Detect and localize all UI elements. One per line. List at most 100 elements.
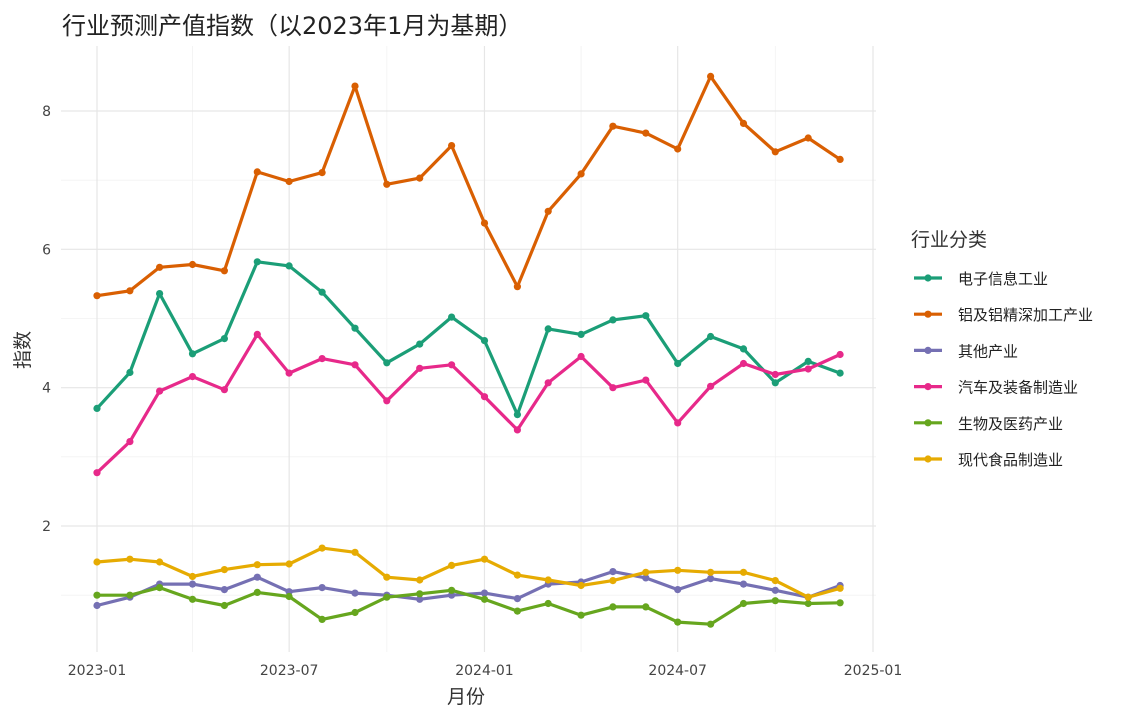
data-point: [156, 387, 164, 395]
y-tick-label: 8: [42, 104, 51, 120]
legend-label: 生物及医药产业: [958, 415, 1063, 433]
data-point: [609, 122, 617, 130]
data-point: [318, 584, 326, 592]
data-point: [188, 373, 197, 381]
data-point: [188, 572, 197, 581]
data-point: [804, 357, 812, 365]
legend-label: 现代食品制造业: [958, 451, 1063, 469]
data-point: [126, 555, 134, 563]
data-point: [707, 575, 715, 583]
legend-key-point: [924, 310, 932, 318]
data-point: [156, 263, 164, 271]
data-point: [448, 561, 456, 570]
data-point: [836, 369, 844, 377]
data-point: [513, 607, 522, 615]
legend-key-point: [924, 419, 932, 427]
data-point: [707, 332, 715, 341]
series-line: [95, 332, 842, 475]
data-point: [739, 568, 748, 576]
data-point: [416, 590, 424, 598]
data-point: [351, 324, 359, 332]
data-point: [577, 611, 585, 619]
data-point: [448, 313, 456, 321]
data-point: [318, 288, 326, 296]
data-point: [577, 330, 585, 338]
data-point: [93, 591, 101, 599]
data-point: [771, 370, 779, 379]
data-point: [577, 170, 585, 178]
data-point: [771, 577, 779, 585]
data-point: [642, 568, 650, 576]
series-line: [95, 546, 842, 599]
data-point: [609, 384, 617, 392]
data-point: [513, 283, 522, 291]
legend-label: 汽车及装备制造业: [958, 379, 1078, 397]
data-point: [383, 397, 391, 405]
data-point: [383, 180, 391, 188]
data-point: [318, 169, 326, 177]
data-point: [609, 568, 617, 576]
legend-label: 铝及铝精深加工产业: [958, 306, 1093, 324]
data-point: [156, 290, 164, 298]
data-point: [707, 568, 715, 576]
data-point: [220, 601, 228, 610]
data-point: [416, 595, 424, 603]
data-point: [188, 580, 197, 588]
data-point: [480, 589, 489, 597]
data-point: [253, 330, 261, 338]
data-point: [513, 571, 522, 579]
series-group: [93, 330, 844, 477]
data-point: [285, 592, 293, 601]
data-point: [771, 148, 779, 156]
data-point: [318, 544, 326, 552]
data-point: [609, 577, 617, 585]
data-point: [188, 350, 197, 358]
data-point: [642, 129, 650, 137]
legend-item: 汽车及装备制造业: [914, 379, 1078, 397]
series-line: [95, 569, 842, 608]
legend-item: 现代食品制造业: [914, 451, 1063, 469]
data-point: [480, 393, 489, 401]
data-point: [318, 615, 326, 624]
legend-key-point: [924, 383, 932, 391]
series-line: [95, 74, 842, 298]
data-point: [739, 345, 748, 353]
data-point: [220, 267, 228, 275]
data-point: [480, 595, 489, 603]
data-point: [642, 574, 650, 582]
data-point: [707, 382, 715, 390]
x-tick-label: 2024-01: [455, 663, 514, 679]
data-point: [804, 599, 812, 608]
data-point: [544, 576, 552, 584]
data-point: [448, 361, 456, 369]
data-point: [674, 566, 682, 574]
data-point: [416, 576, 424, 584]
data-point: [674, 586, 682, 594]
series-layer: [93, 72, 844, 628]
data-point: [351, 608, 359, 617]
data-point: [188, 260, 197, 269]
data-point: [383, 359, 391, 367]
data-point: [448, 142, 456, 150]
data-point: [448, 586, 456, 594]
data-point: [416, 364, 424, 372]
data-point: [480, 337, 489, 345]
y-tick-label: 6: [42, 242, 51, 258]
data-point: [156, 584, 164, 592]
data-point: [771, 586, 779, 594]
data-point: [707, 72, 715, 80]
data-point: [416, 340, 424, 348]
data-point: [642, 312, 650, 320]
data-point: [642, 603, 650, 611]
data-point: [739, 599, 748, 608]
data-point: [804, 593, 812, 601]
data-point: [93, 404, 101, 412]
data-point: [93, 558, 101, 566]
data-point: [544, 599, 552, 608]
legend-key-point: [924, 346, 932, 354]
legend-key-point: [924, 274, 932, 282]
series-line: [95, 585, 842, 626]
data-point: [513, 411, 522, 419]
data-point: [351, 589, 359, 597]
